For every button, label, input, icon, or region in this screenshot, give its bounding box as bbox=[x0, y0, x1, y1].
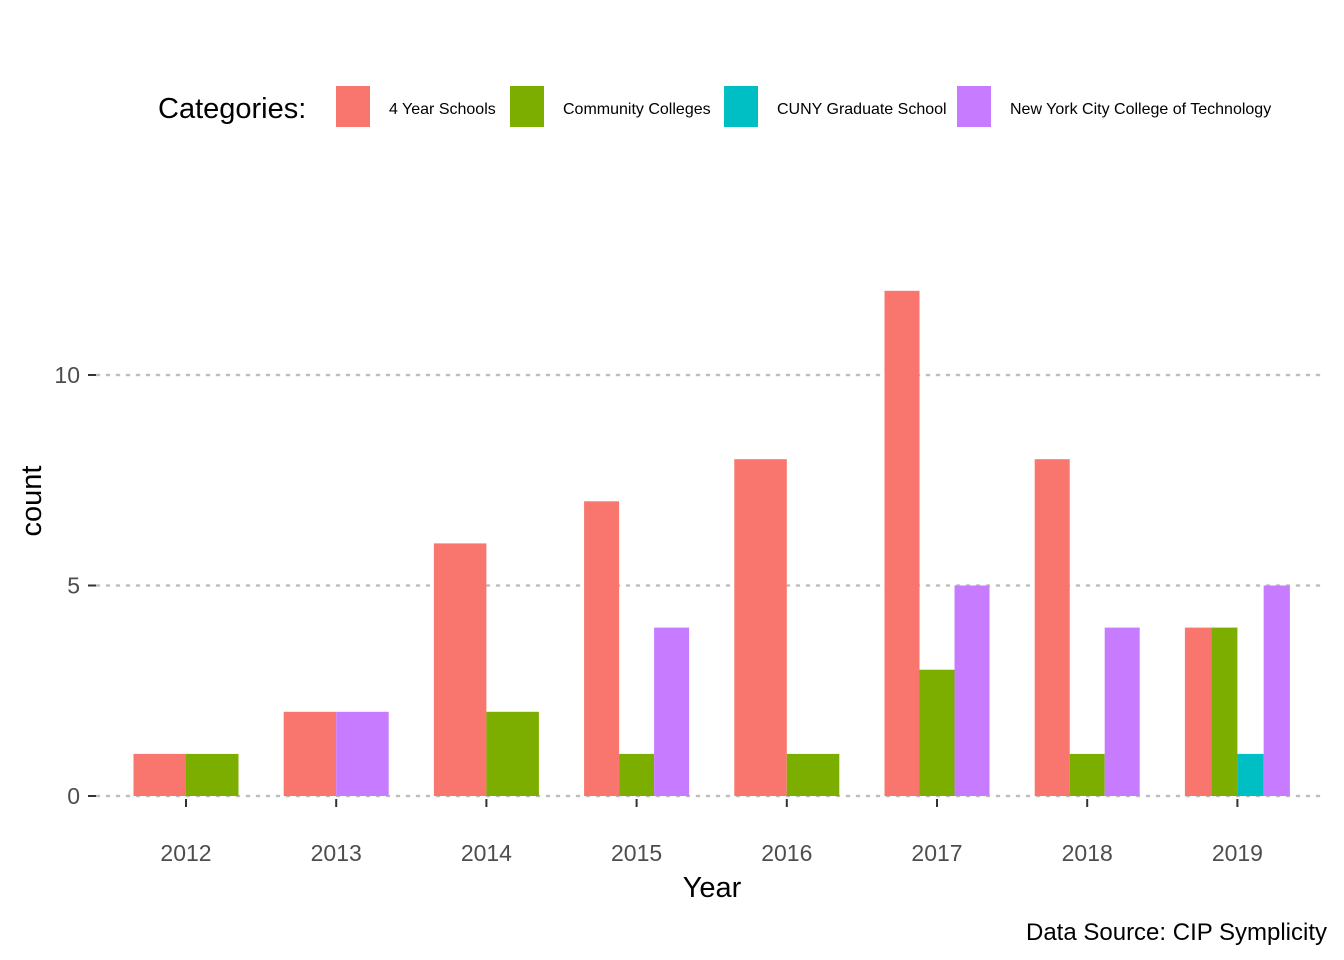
bar-2018-community-colleges bbox=[1069, 753, 1105, 796]
bar-2013-new-york-city-college-of-technology bbox=[336, 711, 389, 796]
x-tick-label-2016: 2016 bbox=[761, 840, 812, 866]
bar-2014-community-colleges bbox=[486, 711, 539, 796]
legend-label-cuny-graduate-school: CUNY Graduate School bbox=[777, 101, 947, 118]
x-tick-label-2015: 2015 bbox=[611, 840, 662, 866]
legend-title: Categories: bbox=[158, 93, 306, 125]
bar-2017-community-colleges bbox=[919, 669, 955, 796]
bar-2019-new-york-city-college-of-technology bbox=[1263, 585, 1290, 796]
bar-2015-new-york-city-college-of-technology bbox=[654, 627, 690, 796]
bars bbox=[133, 290, 1290, 796]
legend-swatch-community-colleges bbox=[510, 86, 544, 127]
bar-2016-community-colleges bbox=[786, 753, 840, 796]
bar-2019-community-colleges bbox=[1211, 627, 1238, 796]
bar-2016-4-year-schools bbox=[734, 459, 787, 796]
legend-label-4-year-schools: 4 Year Schools bbox=[389, 101, 496, 118]
bar-2019-4-year-schools bbox=[1184, 627, 1212, 796]
legend-label-community-colleges: Community Colleges bbox=[563, 101, 711, 118]
bar-2019-cuny-graduate-school bbox=[1237, 753, 1264, 796]
x-axis-title: Year bbox=[683, 872, 742, 904]
y-tick-label-0: 0 bbox=[67, 783, 80, 809]
bar-2018-new-york-city-college-of-technology bbox=[1104, 627, 1140, 796]
legend-swatch-new-york-city-college-of-technology bbox=[957, 86, 991, 127]
x-tick-label-2017: 2017 bbox=[911, 840, 962, 866]
x-tick-label-2018: 2018 bbox=[1062, 840, 1113, 866]
legend-swatch-4-year-schools bbox=[336, 86, 370, 127]
bar-2014-4-year-schools bbox=[433, 543, 487, 796]
y-axis-title: count bbox=[16, 466, 48, 537]
bar-2012-4-year-schools bbox=[133, 753, 186, 796]
caption: Data Source: CIP Symplicity bbox=[1026, 919, 1327, 946]
bar-2017-new-york-city-college-of-technology bbox=[954, 585, 990, 796]
x-tick-label-2014: 2014 bbox=[461, 840, 512, 866]
x-tick-label-2013: 2013 bbox=[311, 840, 362, 866]
bar-2013-4-year-schools bbox=[283, 711, 337, 796]
bar-2015-4-year-schools bbox=[584, 501, 620, 796]
x-tick-label-2012: 2012 bbox=[160, 840, 211, 866]
y-tick-label-5: 5 bbox=[67, 573, 80, 599]
x-axis: 2012 2013 2014 2015 2016 2017 2018 2019 bbox=[160, 799, 1263, 866]
y-axis: 0 5 10 bbox=[54, 362, 96, 809]
bar-2012-community-colleges bbox=[186, 753, 239, 796]
y-tick-label-10: 10 bbox=[54, 362, 80, 388]
gridlines bbox=[95, 373, 1329, 798]
legend-label-new-york-city-college-of-technology: New York City College of Technology bbox=[1010, 101, 1271, 118]
bar-2015-community-colleges bbox=[619, 753, 655, 796]
bar-2018-4-year-schools bbox=[1034, 459, 1070, 796]
legend-swatch-cuny-graduate-school bbox=[724, 86, 758, 127]
legend: Categories: 4 Year Schools Community Coll… bbox=[158, 86, 1271, 127]
bar-2017-4-year-schools bbox=[884, 290, 920, 796]
x-tick-label-2019: 2019 bbox=[1212, 840, 1263, 866]
